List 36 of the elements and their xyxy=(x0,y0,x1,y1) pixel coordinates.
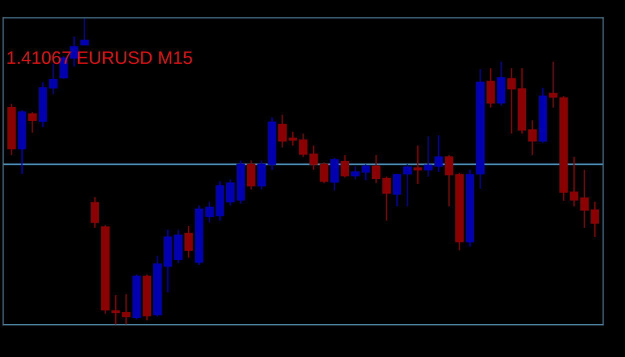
candlestick xyxy=(205,201,214,223)
candlestick xyxy=(414,144,422,185)
candlestick xyxy=(246,160,256,190)
candlestick xyxy=(392,173,402,207)
candlestick xyxy=(570,156,578,207)
candlestick xyxy=(507,68,516,134)
candlestick xyxy=(278,114,286,148)
candlestick xyxy=(590,201,599,238)
candlestick xyxy=(434,134,443,173)
candlestick xyxy=(403,164,412,207)
candlestick xyxy=(548,61,558,108)
candlestick xyxy=(486,68,495,108)
candlestick xyxy=(48,62,58,95)
candlestick xyxy=(111,294,120,326)
candlestick xyxy=(424,136,432,178)
candlestick xyxy=(226,178,234,206)
candlestick xyxy=(298,132,308,158)
candlestick xyxy=(184,225,193,258)
candlestick xyxy=(444,154,454,207)
candlestick xyxy=(580,169,589,228)
candlestick xyxy=(309,144,318,170)
candlestick xyxy=(70,36,78,67)
candlestick xyxy=(90,196,99,228)
candlestick xyxy=(330,157,339,192)
candlestick xyxy=(372,154,380,184)
candlestick xyxy=(288,131,297,146)
candlestick xyxy=(382,176,391,222)
candlestick xyxy=(80,17,89,46)
candlestick xyxy=(528,120,536,156)
candlestick xyxy=(320,162,328,184)
candlestick xyxy=(122,294,130,326)
candlestick xyxy=(361,164,370,181)
candlestick xyxy=(28,111,36,134)
candlestick xyxy=(351,166,360,180)
candlestick xyxy=(257,160,266,190)
candlestick xyxy=(340,154,349,178)
